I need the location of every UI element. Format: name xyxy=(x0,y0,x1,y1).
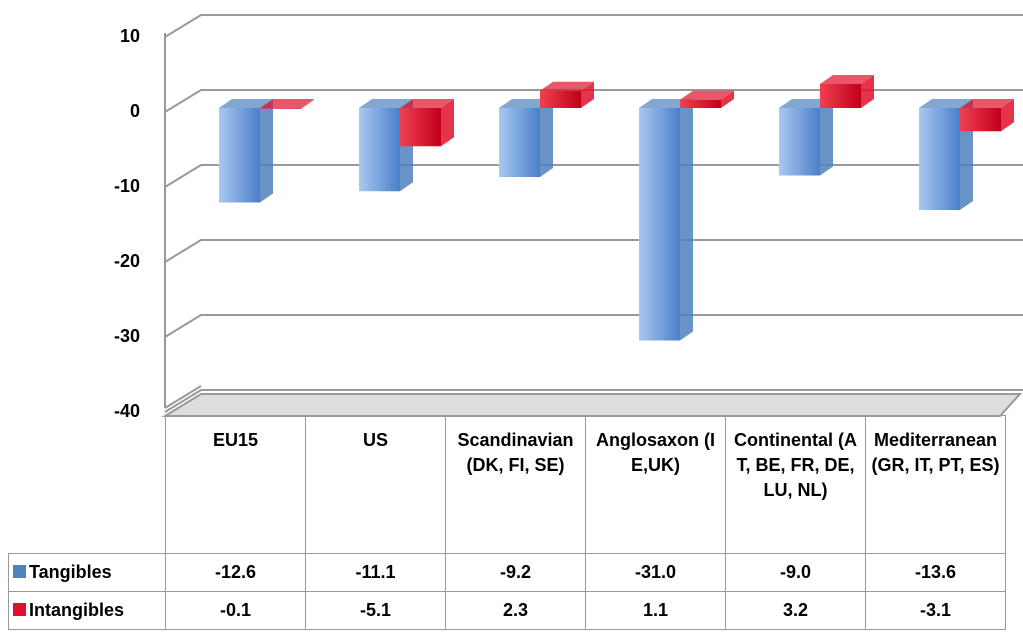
legend-label: Intangibles xyxy=(29,600,125,620)
bar-top xyxy=(680,90,734,100)
table-corner xyxy=(8,415,166,554)
category-label: Anglosaxon (IE,UK) xyxy=(585,415,726,554)
category-label: Mediterranean (GR, IT, PT, ES) xyxy=(865,415,1006,554)
grid-line xyxy=(164,314,1023,338)
grid-line xyxy=(164,389,1023,413)
bar-side xyxy=(581,81,594,108)
y-tick-label: -10 xyxy=(114,176,140,196)
value-cell: 3.2 xyxy=(725,591,866,630)
bar xyxy=(820,84,861,108)
category-label: US xyxy=(305,415,446,554)
bar-top xyxy=(400,99,454,108)
value-cell: -11.1 xyxy=(305,553,446,592)
bar xyxy=(499,108,540,177)
bar-top xyxy=(779,99,833,108)
value-cell: -9.0 xyxy=(725,553,866,592)
legend-entry: Intangibles xyxy=(8,591,166,630)
bar-side xyxy=(721,90,734,108)
value-cell: -5.1 xyxy=(305,591,446,630)
bar xyxy=(919,108,960,210)
value-cell: -0.1 xyxy=(165,591,306,630)
bar-top xyxy=(820,75,874,84)
bar-side xyxy=(861,75,874,108)
value-cell: -9.2 xyxy=(445,553,586,592)
bar xyxy=(960,108,1001,132)
bar-top xyxy=(499,99,553,108)
data-table: EU15 US Scandinavian (DK, FI, SE) Anglosaxo… xyxy=(8,415,1006,630)
bar xyxy=(540,90,581,108)
value-cell: -13.6 xyxy=(865,553,1006,592)
legend-label: Tangibles xyxy=(29,562,112,582)
value-cell: 2.3 xyxy=(445,591,586,630)
bar-side xyxy=(680,99,693,341)
bar xyxy=(400,108,441,147)
bar xyxy=(680,99,721,108)
grid-line xyxy=(164,164,1023,188)
category-label: EU15 xyxy=(165,415,306,554)
value-cell: -3.1 xyxy=(865,591,1006,630)
bar xyxy=(219,108,260,203)
bar-side xyxy=(540,99,553,177)
y-tick-label: -30 xyxy=(114,326,140,346)
bar-top xyxy=(919,99,973,108)
y-tick-label: 0 xyxy=(130,101,140,121)
grid-line xyxy=(164,239,1023,263)
bar-top xyxy=(540,81,594,91)
bar-top xyxy=(639,99,693,108)
value-cell: -31.0 xyxy=(585,553,726,592)
bar-side xyxy=(441,99,454,147)
category-label: Continental (AT, BE, FR, DE, LU, NL) xyxy=(725,415,866,554)
bar-side xyxy=(301,99,314,109)
bar-top xyxy=(960,99,1014,108)
legend-swatch xyxy=(13,565,26,578)
bar-top xyxy=(219,99,273,108)
y-tick-label: 10 xyxy=(120,26,140,46)
bar-top xyxy=(359,99,413,108)
bar xyxy=(779,108,820,176)
bar xyxy=(260,108,301,109)
category-label: Scandinavian (DK, FI, SE) xyxy=(445,415,586,554)
bar-top xyxy=(260,99,314,108)
grid-line xyxy=(164,14,1023,38)
grid-line xyxy=(164,89,1023,113)
bar xyxy=(639,108,680,341)
axis-wall xyxy=(164,385,202,409)
legend-swatch xyxy=(13,603,26,616)
bar-side xyxy=(1001,99,1014,132)
value-cell: -12.6 xyxy=(165,553,306,592)
bar-side xyxy=(820,99,833,176)
floor xyxy=(161,393,1023,417)
bar xyxy=(359,108,400,192)
value-cell: 1.1 xyxy=(585,591,726,630)
bar-side xyxy=(260,99,273,203)
y-tick-label: -20 xyxy=(114,251,140,271)
legend-entry: Tangibles xyxy=(8,553,166,592)
